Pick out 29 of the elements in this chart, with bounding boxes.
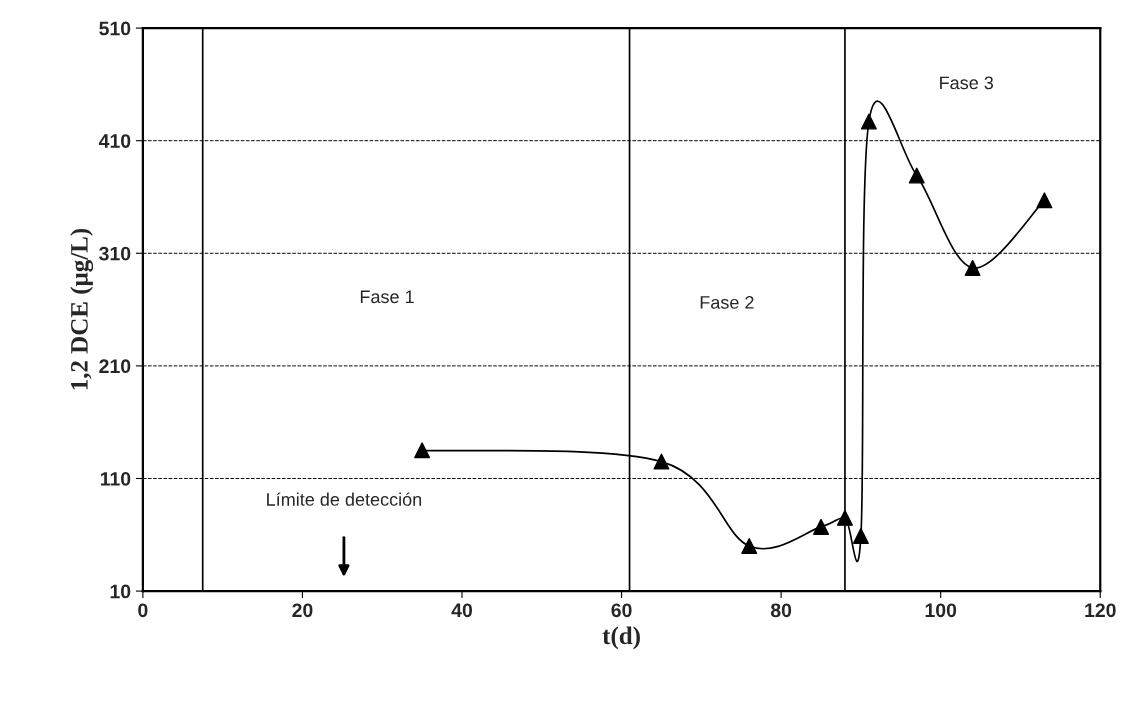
x-tick-label: 100 (925, 603, 957, 618)
x-axis-title: t(d) (602, 626, 640, 650)
y-tick-label: 10 (110, 584, 131, 599)
x-tick-label: 40 (451, 603, 473, 618)
annotation: Fase 2 (700, 296, 754, 309)
y-tick-label: 310 (99, 246, 131, 261)
point (1036, 192, 1053, 209)
y-axis-title: 1,2 DCE (μg/L) (70, 228, 94, 390)
x-tick-label: 80 (770, 603, 792, 618)
y-tick-label: 410 (98, 134, 131, 148)
point (813, 518, 829, 535)
point (414, 442, 431, 459)
y-tick-label: 210 (99, 359, 131, 374)
x-tick-label: 0 (138, 603, 148, 618)
annotation: Fase 1 (360, 290, 414, 304)
point (964, 259, 981, 276)
point (741, 538, 758, 555)
annotation: Límite de detección (267, 492, 422, 506)
x-tick-label: 120 (1085, 603, 1116, 618)
y-tick-label: 510 (99, 21, 131, 36)
point (836, 509, 853, 526)
annotation: Fase 3 (940, 76, 994, 90)
point (860, 113, 877, 130)
y-tick-label: 110 (100, 471, 131, 486)
point (852, 527, 869, 544)
x-tick-label: 60 (611, 603, 632, 618)
point (908, 167, 925, 184)
point (653, 453, 670, 470)
x-tick-label: 20 (292, 603, 313, 618)
